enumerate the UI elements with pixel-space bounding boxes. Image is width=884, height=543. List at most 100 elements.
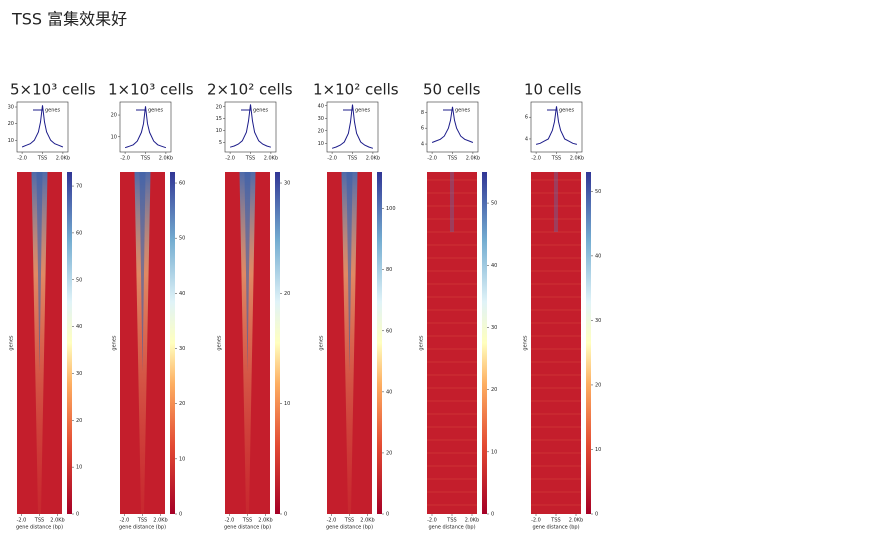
panel-title: 10 cells [524,81,582,99]
x-tick-label: 2.0Kb [159,156,173,162]
heatmap-x-label: gene distance (bp) [16,525,63,531]
heatmap-y-label: genes [419,335,425,350]
heatmap-x-label: gene distance (bp) [428,525,475,531]
colorbar-tick-label: 0 [595,512,598,518]
x-tick-label: -2.0 [17,156,27,162]
colorbar-tick-label: 40 [76,324,82,330]
heatmap-enrichment-core [36,172,43,372]
colorbar-tick-label: 100 [386,206,396,212]
x-tick-label: -2.0 [427,518,437,524]
panel-title: 5×10³ cells [10,81,96,99]
y-tick-label: 8 [421,110,424,116]
x-tick-label: 2.0Kb [366,156,380,162]
y-tick-label: 15 [216,116,222,122]
colorbar-tick-label: 10 [76,465,82,471]
x-tick-label: -2.0 [17,518,27,524]
x-tick-label: 2.0Kb [569,518,583,524]
colorbar-tick-label: 0 [491,512,494,518]
colorbar-tick-label: 20 [386,450,392,456]
colorbar [67,172,72,514]
heatmap-enrichment-core [244,172,251,372]
y-tick-label: 30 [8,105,14,111]
x-tick-label: TSS [550,518,560,524]
x-tick-label: 2.0Kb [466,156,480,162]
y-tick-label: 10 [216,128,222,134]
x-tick-label: -2.0 [327,156,337,162]
colorbar-tick-label: 20 [284,291,290,297]
colorbar-tick-label: 30 [76,371,82,377]
legend-label: genes [355,108,370,114]
panel-title: 1×10² cells [313,81,399,99]
colorbar-tick-label: 0 [386,512,389,518]
legend-label: genes [148,108,163,114]
colorbar-tick-label: 50 [76,277,82,283]
panel-title: 1×10³ cells [108,81,194,99]
colorbar-tick-label: 30 [284,181,290,187]
colorbar-tick-label: 20 [76,418,82,424]
x-tick-label: -2.0 [120,518,130,524]
colorbar-tick-label: 10 [179,456,185,462]
x-tick-label: TSS [344,518,354,524]
colorbar-tick-label: 10 [284,401,290,407]
colorbar-tick-label: 40 [386,389,392,395]
colorbar [377,172,382,514]
y-tick-label: 10 [111,134,117,140]
colorbar-tick-label: 70 [76,184,82,190]
colorbar-tick-label: 0 [284,512,287,518]
colorbar-tick-label: 60 [179,181,185,187]
colorbar-tick-label: 10 [595,447,601,453]
x-tick-label: TSS [245,156,255,162]
profile-line [431,106,474,143]
colorbar-tick-label: 30 [179,346,185,352]
colorbar [482,172,487,514]
profile-line [331,104,374,149]
x-tick-label: 2.0Kb [465,518,479,524]
panel-title: 50 cells [423,81,481,99]
x-tick-label: -2.0 [327,518,337,524]
y-tick-label: 6 [421,126,424,132]
x-tick-label: TSS [551,156,561,162]
x-tick-label: -2.0 [427,156,437,162]
colorbar-tick-label: 60 [386,328,392,334]
heatmap-enrichment [554,172,558,232]
y-tick-label: 20 [318,128,324,134]
page-title: TSS 富集效果好 [11,10,127,29]
legend-label: genes [45,108,60,114]
x-tick-label: 2.0Kb [258,518,272,524]
colorbar-tick-label: 50 [179,236,185,242]
colorbar-tick-label: 20 [595,382,601,388]
y-tick-label: 10 [8,138,14,144]
x-tick-label: -2.0 [120,156,130,162]
y-tick-label: 40 [318,103,324,109]
x-tick-label: TSS [446,518,456,524]
x-tick-label: -2.0 [225,518,235,524]
heatmap-background [531,172,581,514]
heatmap-x-label: gene distance (bp) [532,525,579,531]
y-tick-label: 5 [219,140,222,146]
colorbar-tick-label: 50 [491,201,497,207]
heatmap-y-label: genes [9,335,15,350]
x-tick-label: TSS [34,518,44,524]
x-tick-label: 2.0Kb [360,518,374,524]
x-tick-label: 2.0Kb [264,156,278,162]
x-tick-label: -2.0 [225,156,235,162]
colorbar [586,172,591,514]
colorbar-tick-label: 20 [179,401,185,407]
legend-label: genes [455,108,470,114]
colorbar-tick-label: 50 [595,189,601,195]
heatmap-x-label: gene distance (bp) [119,525,166,531]
colorbar-tick-label: 40 [179,291,185,297]
y-tick-label: 20 [8,121,14,127]
colorbar-tick-label: 30 [595,318,601,324]
legend-label: genes [559,108,574,114]
colorbar-tick-label: 60 [76,230,82,236]
profile-line [229,104,272,148]
colorbar-tick-label: 30 [491,325,497,331]
x-tick-label: 2.0Kb [153,518,167,524]
colorbar-tick-label: 80 [386,267,392,273]
y-tick-label: 20 [111,113,117,119]
y-tick-label: 20 [216,104,222,110]
colorbar-tick-label: 20 [491,387,497,393]
y-tick-label: 4 [421,142,424,148]
